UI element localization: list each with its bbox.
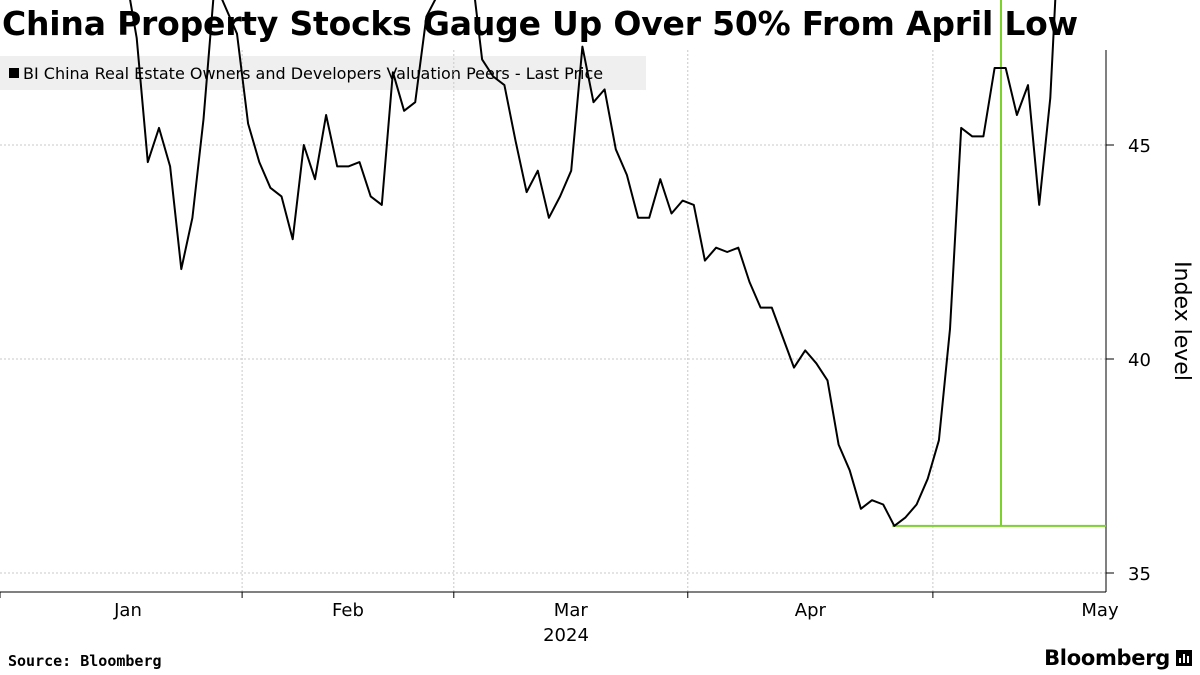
legend-label: BI China Real Estate Owners and Develope… (23, 63, 604, 83)
legend: BI China Real Estate Owners and Develope… (0, 56, 646, 90)
y-tick-label: 45 (1128, 136, 1151, 157)
bloomberg-logo: Bloomberg (1044, 646, 1192, 670)
series-line (129, 0, 1057, 527)
brand-name: Bloomberg (1044, 646, 1170, 670)
chart-title: China Property Stocks Gauge Up Over 50% … (2, 4, 1078, 43)
x-tick-label: Jan (113, 600, 142, 621)
x-tick-label: Feb (332, 600, 364, 621)
source-label: Source: Bloomberg (8, 652, 162, 670)
legend-swatch (9, 68, 19, 78)
x-tick-label: Apr (795, 600, 827, 621)
x-year-label: 2024 (543, 625, 589, 646)
x-tick-label: May (1081, 600, 1119, 621)
bloomberg-terminal-icon (1176, 650, 1192, 666)
y-tick-label: 40 (1128, 350, 1151, 371)
y-tick-label: 35 (1128, 564, 1151, 585)
y-axis-label: Index level (1169, 261, 1194, 381)
x-tick-label: Mar (554, 600, 589, 621)
